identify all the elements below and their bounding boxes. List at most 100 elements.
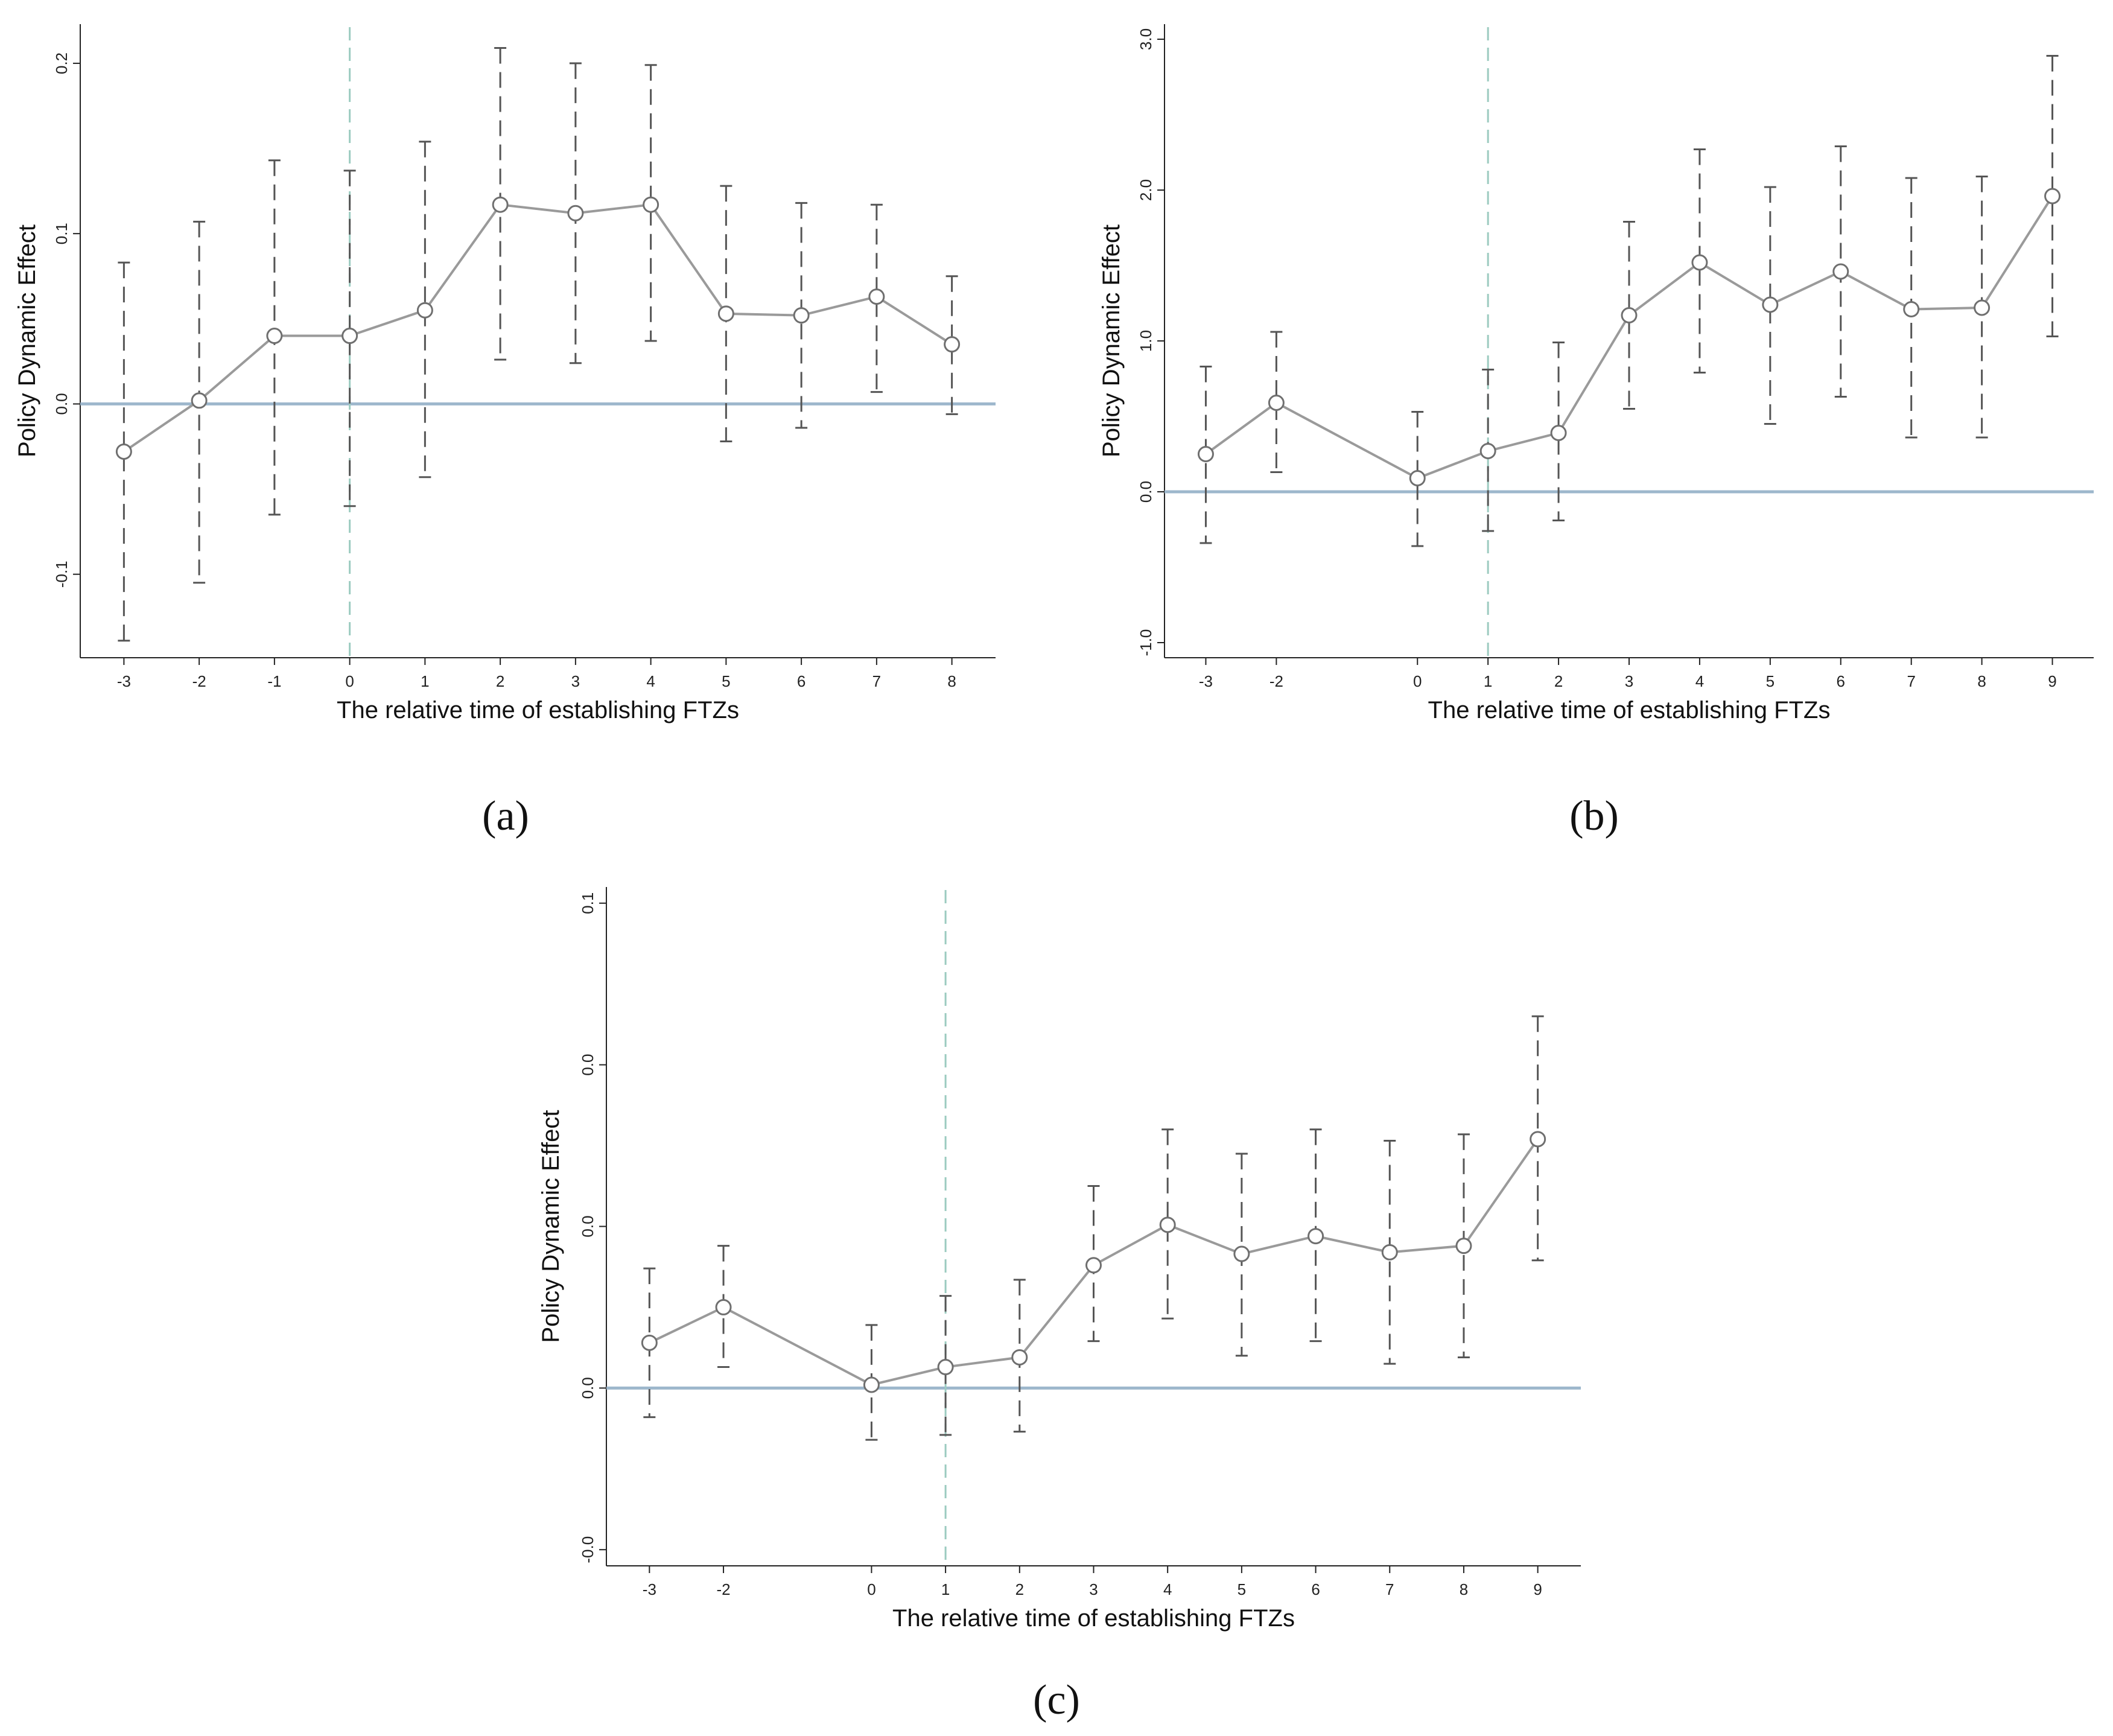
chart-b-x-tick-label: 2 <box>1554 672 1563 690</box>
chart-b-y-tick-label: 1.0 <box>1137 330 1155 352</box>
chart-c-data-point <box>715 1299 732 1315</box>
chart-b-x-tick-label: 6 <box>1837 672 1845 690</box>
chart-b-data-point <box>1691 254 1708 271</box>
chart-b-data-point <box>1621 307 1638 323</box>
chart-c-data-point <box>863 1376 880 1393</box>
chart-c-series-line <box>649 1138 1539 1387</box>
chart-c-x-tick-label: 4 <box>1163 1580 1172 1598</box>
chart-c-x-tick-label: 2 <box>1015 1580 1024 1598</box>
chart-c-data-point <box>1159 1216 1176 1233</box>
chart-panel-b: -1.0 0.0 1.0 2.0 3.0 -3 -2 0 1 2 3 4 5 6 7 8 9 The relati… <box>1098 24 2094 839</box>
chart-c-data-point <box>1530 1131 1546 1148</box>
chart-panel-a: -0.1 0.0 0.1 0.2 -3 -2 -1 0 1 2 3 4 5 6 7 8 The relative… <box>14 24 996 839</box>
chart-b-panel-label: (b) <box>1569 793 1619 839</box>
chart-b-data-point <box>1903 301 1920 317</box>
chart-a-x-tick-label: 0 <box>345 672 354 690</box>
chart-a-x-tick-label: 5 <box>722 672 730 690</box>
chart-c-x-tick-label: 9 <box>1533 1580 1542 1598</box>
chart-c-y-tick-label: 0.0 <box>579 1054 597 1076</box>
chart-b-x-tick-label: 8 <box>1977 672 1986 690</box>
chart-c-y-axis-title: Policy Dynamic Effect <box>538 1110 564 1343</box>
chart-b-y-tick-label: 2.0 <box>1137 179 1155 201</box>
chart-b-y-tick-label: 3.0 <box>1137 28 1155 50</box>
chart-c-data-point <box>1011 1349 1028 1366</box>
chart-c-x-tick-label: 1 <box>941 1580 950 1598</box>
chart-b-x-tick-label: 1 <box>1484 672 1492 690</box>
chart-a-y-tick-label: -0.1 <box>52 561 71 588</box>
chart-c-data-point <box>641 1334 658 1351</box>
chart-b-x-tick-label: 4 <box>1695 672 1704 690</box>
chart-b-data-point <box>1409 470 1426 486</box>
chart-a-data-point <box>266 328 283 345</box>
chart-c-x-axis-title: The relative time of establishing FTZs <box>892 1605 1295 1632</box>
chart-c-x-tick-label: -3 <box>643 1580 656 1598</box>
chart-c-x-tick-label: 0 <box>867 1580 875 1598</box>
chart-c-panel-label: (c) <box>1033 1677 1080 1723</box>
chart-c-y-tick-label: -0.0 <box>579 1536 597 1563</box>
chart-b-y-axis-title: Policy Dynamic Effect <box>1098 224 1125 457</box>
chart-c-x-tick-label: 3 <box>1089 1580 1098 1598</box>
chart-b-data-point <box>1762 296 1779 313</box>
chart-a-x-tick-label: 2 <box>496 672 504 690</box>
chart-b-y-tick-label: 0.0 <box>1137 481 1155 503</box>
chart-b-data-point <box>1974 299 1991 316</box>
chart-c-x-tick-label: 6 <box>1311 1580 1320 1598</box>
chart-c-x-tick-label: 8 <box>1460 1580 1468 1598</box>
chart-a-x-tick-label: 1 <box>421 672 429 690</box>
chart-a-y-tick-label: 0.1 <box>52 223 71 244</box>
chart-c-x-tick-label: -2 <box>716 1580 730 1598</box>
chart-b-data-point <box>1832 263 1849 280</box>
chart-panel-c: -0.0 0.0 0.0 0.0 0.1 -3 -2 0 1 2 3 4 5 6 7 8 9 The relati… <box>538 887 1581 1723</box>
chart-b-x-tick-label: 3 <box>1625 672 1633 690</box>
chart-a-data-point <box>191 392 208 409</box>
chart-b-data-point <box>1479 443 1496 459</box>
chart-a-x-axis-title: The relative time of establishing FTZs <box>337 697 739 723</box>
chart-b-x-tick-label: -2 <box>1269 672 1283 690</box>
chart-a-data-point <box>643 196 659 213</box>
chart-c-x-tick-label: 5 <box>1238 1580 1246 1598</box>
chart-a-x-tick-label: -1 <box>267 672 281 690</box>
chart-a-data-point <box>115 443 132 460</box>
chart-c-data-point <box>1381 1244 1398 1261</box>
chart-a-data-point <box>567 205 584 221</box>
chart-a-x-tick-label: 7 <box>872 672 881 690</box>
chart-a-panel-label: (a) <box>482 793 529 839</box>
chart-a-x-tick-label: 8 <box>947 672 956 690</box>
chart-c-y-tick-label: 0.0 <box>579 1377 597 1399</box>
chart-b-data-point <box>2044 188 2061 205</box>
chart-b-x-tick-label: -3 <box>1199 672 1213 690</box>
chart-b-x-tick-label: 9 <box>2048 672 2056 690</box>
chart-b-x-tick-label: 0 <box>1413 672 1422 690</box>
chart-a-x-tick-label: -2 <box>192 672 206 690</box>
chart-b-data-point <box>1268 395 1285 411</box>
chart-c-data-point <box>1455 1238 1472 1254</box>
chart-b-x-axis-title: The relative time of establishing FTZs <box>1428 697 1831 723</box>
chart-a-data-point <box>717 305 734 322</box>
chart-b-series-line <box>1205 195 2054 480</box>
chart-a-y-axis-title: Policy Dynamic Effect <box>14 224 40 457</box>
chart-a-y-tick-label: 0.2 <box>52 52 71 74</box>
chart-b-x-tick-label: 7 <box>1907 672 1915 690</box>
chart-c-y-tick-label: 0.1 <box>579 892 597 914</box>
chart-c-data-point <box>1308 1228 1324 1245</box>
chart-a-x-tick-label: 4 <box>646 672 655 690</box>
chart-a-data-point <box>416 302 433 319</box>
chart-a-data-point <box>868 288 885 305</box>
chart-a-series-line <box>123 203 953 453</box>
chart-c-data-point <box>937 1359 954 1376</box>
chart-c-x-tick-label: 7 <box>1385 1580 1394 1598</box>
chart-a-x-tick-label: 3 <box>571 672 580 690</box>
chart-b-y-tick-label: -1.0 <box>1137 629 1155 657</box>
chart-b-data-point <box>1197 446 1214 462</box>
chart-a-data-point <box>793 307 810 324</box>
chart-a-x-tick-label: 6 <box>797 672 805 690</box>
chart-b-x-tick-label: 5 <box>1766 672 1775 690</box>
chart-c-data-point <box>1233 1245 1250 1262</box>
chart-a-data-point <box>492 196 509 213</box>
chart-a-data-point <box>342 328 358 345</box>
chart-a-x-tick-label: -3 <box>117 672 131 690</box>
chart-b-data-point <box>1550 425 1567 441</box>
chart-a-data-point <box>944 336 961 353</box>
chart-c-y-tick-label: 0.0 <box>579 1215 597 1237</box>
